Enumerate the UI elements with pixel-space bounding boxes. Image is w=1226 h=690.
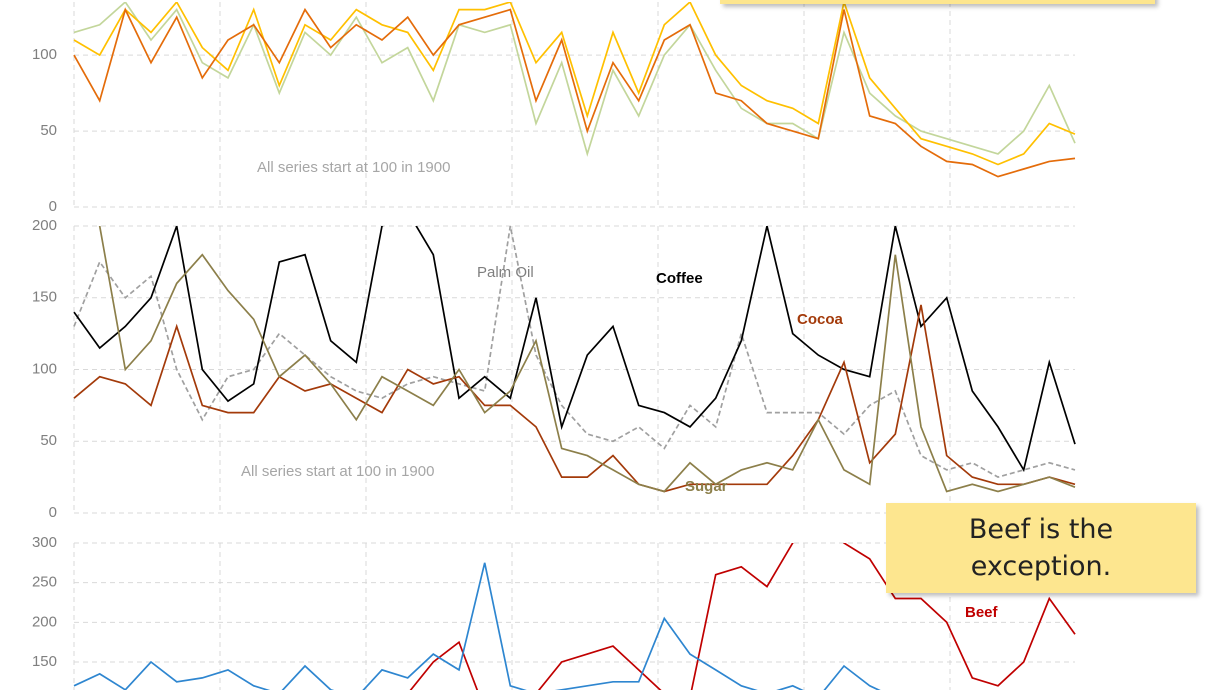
y-tick-label: 150 xyxy=(32,289,57,306)
panel: 0 50 100 xyxy=(32,2,1076,215)
annotation: All series start at 100 in 1900 xyxy=(241,463,434,480)
y-tick-label: 50 xyxy=(40,432,57,449)
y-tick-label: 100 xyxy=(32,360,57,377)
y-tick-label: 250 xyxy=(32,574,57,591)
y-tick-label: 0 xyxy=(49,504,57,521)
series-label: Coffee xyxy=(656,270,703,287)
series-label: Beef xyxy=(965,604,999,621)
series-line xyxy=(73,226,1076,473)
series-label: Palm Oil xyxy=(477,264,534,281)
annotation: All series start at 100 in 1900 xyxy=(257,159,450,176)
series-label: Sugar xyxy=(685,478,728,495)
y-tick-label: 200 xyxy=(32,613,57,630)
series-group xyxy=(73,226,1076,493)
sticky-note xyxy=(720,0,1155,4)
sticky-note: Beef is the exception. xyxy=(886,503,1196,593)
y-tick-label: 0 xyxy=(49,198,57,215)
y-tick-label: 200 xyxy=(32,217,57,234)
panel: 0 50 100 150 200 xyxy=(32,217,1076,521)
series-line xyxy=(73,562,881,690)
series-line xyxy=(73,304,1076,493)
series-line xyxy=(409,543,1076,690)
y-tick-label: 300 xyxy=(32,534,57,551)
series-line xyxy=(73,226,1076,479)
plots: 0 50 100 0 50 100 150 200 150 200 250 300 xyxy=(32,2,1076,690)
panel: 150 200 250 300 xyxy=(32,534,1076,690)
series-group xyxy=(73,2,1076,178)
series-label: Cocoa xyxy=(797,311,844,328)
series-group xyxy=(73,543,1076,690)
y-tick-label: 50 xyxy=(40,122,57,139)
series-line xyxy=(98,226,1076,493)
series-line xyxy=(73,2,1076,166)
series-line xyxy=(73,7,1076,178)
y-tick-label: 150 xyxy=(32,653,57,670)
y-tick-label: 100 xyxy=(32,46,57,63)
